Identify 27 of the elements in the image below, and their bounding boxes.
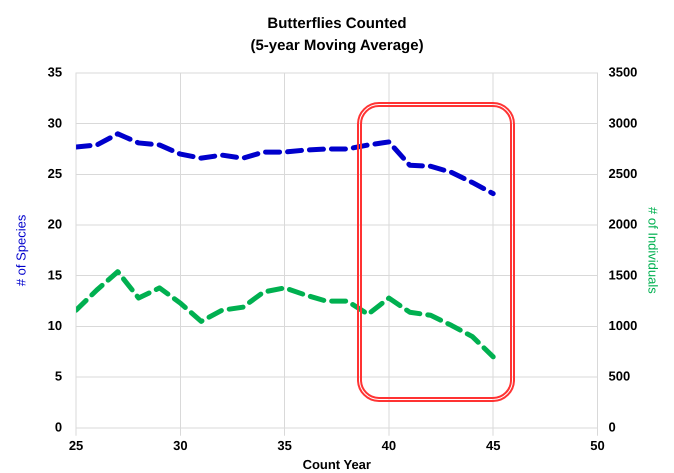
y-tick-label: 15 [48, 267, 62, 282]
chart-subtitle: (5-year Moving Average) [250, 37, 424, 54]
x-tick-label: 45 [486, 438, 500, 454]
x-tick-label: 35 [277, 438, 292, 454]
y2-tick-label: 2000 [608, 216, 638, 232]
x-tick-label: 40 [382, 438, 396, 454]
y2-tick-label: 1500 [608, 267, 638, 282]
y2-tick-label: 3500 [608, 64, 638, 80]
y2-tick-label: 3000 [608, 115, 638, 130]
y-tick-label: 25 [48, 166, 62, 181]
chart-title: Butterflies Counted [267, 15, 407, 32]
x-tick-label: 50 [590, 438, 605, 454]
x-axis-title: Count Year [302, 456, 371, 472]
y-axis-title: # of Species [13, 214, 28, 286]
y-tick-label: 35 [48, 64, 62, 80]
y2-axis-title: # of Individuals [646, 207, 661, 294]
y2-tick-label: 500 [608, 368, 630, 384]
x-tick-label: 25 [68, 438, 84, 454]
y-tick-label: 30 [48, 115, 62, 130]
y2-tick-label: 2500 [608, 166, 638, 181]
y-tick-label: 5 [54, 368, 62, 384]
y-tick-label: 20 [48, 216, 62, 232]
y2-tick-label: 1000 [608, 318, 638, 334]
x-tick-label: 30 [173, 438, 188, 454]
y2-tick-label: 0 [608, 419, 616, 434]
y-tick-label: 10 [48, 318, 62, 334]
y-tick-label: 0 [54, 419, 62, 434]
